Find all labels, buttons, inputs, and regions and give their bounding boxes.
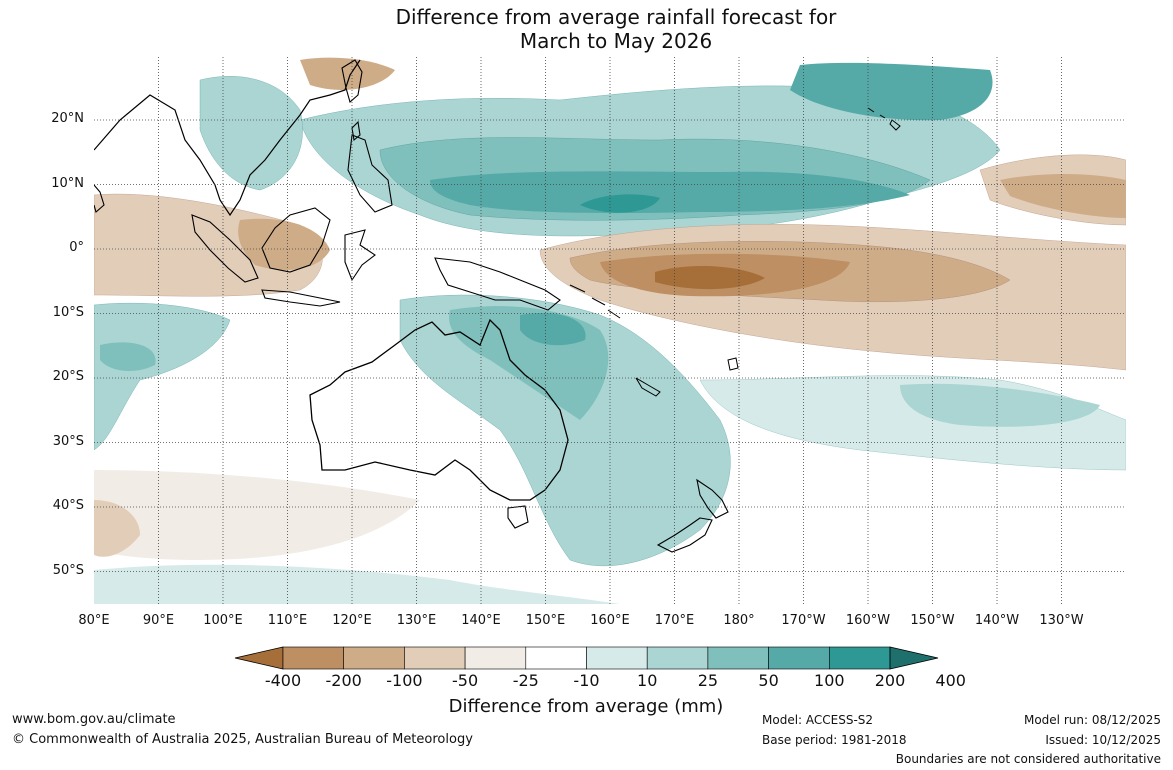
borneo-landmass bbox=[261, 207, 331, 273]
wet-region-se-asia bbox=[199, 76, 303, 191]
sumatra-landmass bbox=[191, 214, 259, 283]
solomon-islands bbox=[569, 284, 621, 319]
lon-label: 160°W bbox=[845, 613, 891, 628]
philippines-landmass bbox=[347, 134, 393, 213]
colorbar bbox=[234, 646, 939, 670]
java-landmass bbox=[261, 289, 341, 307]
colorbar-tick-label: 100 bbox=[814, 671, 845, 690]
colorbar-tick-label: 200 bbox=[874, 671, 906, 690]
lat-label: 30°S bbox=[52, 433, 84, 449]
new-guinea-landmass bbox=[434, 257, 561, 311]
colorbar-segment bbox=[282, 646, 345, 670]
wet-region-north-pacific-strong bbox=[430, 171, 910, 214]
colorbar-tick-label: 25 bbox=[697, 671, 719, 690]
colorbar-tick-label: 50 bbox=[758, 671, 779, 690]
dry-region-southern-ocean bbox=[94, 470, 420, 560]
wet-region-north-pacific-upper bbox=[790, 62, 993, 121]
dry-region-east-pacific-core bbox=[1000, 174, 1126, 218]
lat-label: 10°S bbox=[52, 304, 84, 320]
colorbar-tick-label: -400 bbox=[264, 671, 302, 690]
footer-url: www.bom.gov.au/climate bbox=[12, 712, 176, 727]
title-line-2: March to May 2026 bbox=[519, 29, 713, 53]
dry-region-southern-ocean-core bbox=[94, 500, 140, 557]
colorbar-segment bbox=[707, 646, 769, 670]
colorbar-extend-low bbox=[234, 646, 284, 670]
colorbar-tick-label: -25 bbox=[512, 671, 539, 690]
lon-label: 130°E bbox=[396, 613, 437, 628]
colorbar-segment bbox=[586, 646, 648, 670]
lat-label: 10°N bbox=[51, 175, 84, 191]
australia-landmass bbox=[309, 318, 569, 501]
fiji-islands bbox=[727, 357, 739, 371]
hawaii-islands bbox=[867, 107, 901, 131]
colorbar-tick-label: -50 bbox=[452, 671, 479, 690]
colorbar-segment bbox=[464, 646, 527, 670]
lon-label: 150°W bbox=[910, 613, 955, 628]
dry-region-borneo bbox=[238, 218, 330, 270]
map-gridlines bbox=[94, 57, 1126, 604]
colorbar-segment bbox=[646, 646, 709, 670]
colorbar-tick-label: -100 bbox=[386, 671, 423, 690]
wet-region-west-indian-core bbox=[100, 342, 156, 372]
tasmania-landmass bbox=[507, 505, 529, 529]
colorbar-title: Difference from average (mm) bbox=[448, 696, 724, 717]
colorbar-segment bbox=[404, 646, 466, 670]
lon-label: 160°E bbox=[590, 613, 630, 628]
colorbar-segment bbox=[525, 646, 587, 670]
colorbar-tick-label: -10 bbox=[573, 671, 600, 690]
lon-label: 180° bbox=[723, 613, 755, 628]
colorbar-segment bbox=[768, 646, 830, 670]
wet-region-coral-sea-strong bbox=[520, 312, 586, 346]
wet-region-west-indian bbox=[94, 302, 231, 451]
dry-region-japan bbox=[300, 57, 395, 90]
lat-label: 0° bbox=[69, 240, 84, 255]
colorbar-tick-label: 10 bbox=[637, 671, 658, 690]
wet-region-south-pacific-core bbox=[900, 383, 1100, 427]
asia-mainland bbox=[94, 59, 361, 217]
title-line-1: Difference from average rainfall forecas… bbox=[395, 5, 837, 29]
colorbar-extend-high bbox=[889, 646, 939, 670]
new-caledonia-landmass bbox=[635, 377, 661, 397]
wet-region-north-pacific-max bbox=[580, 194, 660, 213]
lon-label: 110°E bbox=[267, 613, 308, 628]
footer-copyright: © Commonwealth of Australia 2025, Austra… bbox=[12, 732, 473, 747]
lon-label: 80°E bbox=[78, 613, 110, 628]
lon-label: 140°E bbox=[461, 613, 501, 628]
taiwan-landmass bbox=[351, 120, 361, 142]
chart-title: Difference from average rainfall forecas… bbox=[0, 5, 1173, 53]
sulawesi-landmass bbox=[344, 229, 376, 282]
lon-label: 100°E bbox=[203, 613, 243, 628]
colorbar-segment bbox=[343, 646, 405, 670]
lon-label: 170°E bbox=[654, 613, 695, 628]
footer-disclaimer: Boundaries are not considered authoritat… bbox=[895, 752, 1161, 766]
lat-label: 40°S bbox=[52, 498, 84, 513]
footer-base-period: Base period: 1981-2018 bbox=[762, 733, 907, 747]
lon-label: 170°W bbox=[781, 613, 826, 628]
lat-label: 20°S bbox=[52, 369, 84, 384]
footer-issued: Issued: 10/12/2025 bbox=[1045, 733, 1161, 747]
lon-label: 90°E bbox=[142, 613, 175, 628]
lon-label: 130°W bbox=[1039, 613, 1084, 628]
dry-region-central-pacific-core bbox=[655, 266, 765, 290]
lon-label: 120°E bbox=[332, 613, 372, 628]
lat-label: 50°S bbox=[52, 562, 84, 578]
colorbar-tick-label: 400 bbox=[935, 671, 966, 690]
footer-model: Model: ACCESS-S2 bbox=[762, 713, 874, 727]
map-field bbox=[94, 57, 1126, 604]
footer-model-run: Model run: 08/12/2025 bbox=[1023, 713, 1161, 727]
japan-landmass bbox=[341, 59, 363, 103]
india-southern-tip bbox=[94, 184, 105, 213]
lat-label: 20°N bbox=[51, 111, 84, 126]
wet-region-southern-ocean bbox=[94, 564, 620, 604]
colorbar-tick-label: -200 bbox=[325, 671, 362, 690]
colorbar-segment bbox=[828, 646, 891, 670]
lon-label: 150°E bbox=[525, 613, 566, 628]
lon-label: 140°W bbox=[974, 613, 1020, 628]
new-zealand-landmass bbox=[656, 478, 729, 553]
